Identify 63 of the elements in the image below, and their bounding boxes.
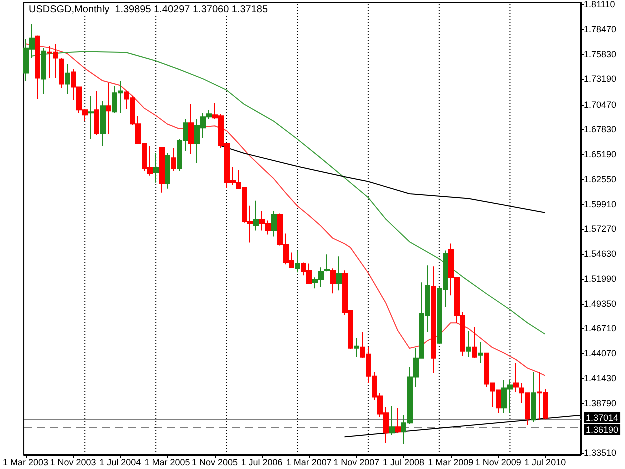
y-tick-label: 1.59910 — [584, 199, 617, 210]
line-series — [31, 51, 546, 335]
candlestick — [271, 210, 277, 238]
y-tick-label: 1.78470 — [584, 24, 617, 34]
candlestick — [59, 58, 64, 89]
y-tick-label: 1.57270 — [584, 224, 617, 234]
y-tick-label: 1.33510 — [584, 448, 617, 458]
chart-title: USDSGD,Monthly 1.39895 1.40297 1.37060 1.37185 — [29, 4, 268, 16]
y-tick-label: 1.81110 — [584, 0, 616, 10]
x-tick-label: 1 Mar 2009 — [428, 458, 474, 468]
candlestick — [35, 35, 40, 100]
candlestick — [330, 268, 336, 294]
y-tick-label: 1.41430 — [584, 373, 617, 384]
y-tick-label: 1.54630 — [584, 249, 617, 260]
candlestick — [531, 372, 536, 423]
x-tick-label: 1 Nov 2007 — [334, 458, 380, 468]
candlestick — [159, 148, 165, 194]
candlestick — [253, 200, 259, 232]
ref-line-label: 1.37014 — [586, 413, 619, 424]
y-tick-label: 1.67830 — [584, 124, 617, 135]
candlestick — [466, 330, 471, 358]
candlestick — [171, 148, 176, 172]
candlestick — [65, 64, 70, 95]
candlestick — [472, 326, 477, 359]
candlestick — [513, 362, 519, 393]
candlestick — [395, 408, 401, 434]
x-tick-label: 1 Jul 2008 — [382, 458, 425, 468]
y-tick-label: 1.70470 — [584, 100, 617, 110]
x-tick-label: 1 Nov 2003 — [50, 458, 96, 468]
candlestick — [106, 82, 111, 135]
x-tick-label: 1 Nov 2005 — [192, 458, 238, 468]
ref-line-label: 1.36190 — [586, 424, 619, 435]
y-tick-label: 1.46710 — [584, 324, 617, 334]
x-tick-label: 1 Jul 2004 — [100, 458, 142, 468]
y-tick-label: 1.65190 — [584, 150, 617, 160]
y-tick-label: 1.51990 — [584, 274, 617, 284]
candlestick — [354, 338, 359, 358]
candlestick — [389, 406, 395, 436]
x-tick-label: 1 Mar 2007 — [286, 458, 332, 468]
candlestick — [94, 90, 99, 136]
x-tick-label: 1 Mar 2005 — [144, 458, 190, 468]
line-series — [25, 44, 546, 376]
x-tick-label: 1 Jul 2010 — [524, 458, 566, 468]
y-tick-label: 1.73190 — [584, 74, 617, 84]
candlestick — [336, 256, 342, 292]
candlestick — [324, 254, 330, 272]
candlestick — [88, 96, 94, 140]
candlestick — [100, 100, 106, 147]
candlestick — [153, 152, 159, 184]
y-tick-label: 1.38790 — [584, 398, 617, 408]
y-tick-label: 1.75830 — [584, 49, 617, 60]
x-tick-label: 1 Mar 2003 — [3, 458, 49, 468]
x-tick-label: 1 Jul 2006 — [241, 458, 283, 468]
candlestick — [165, 152, 170, 190]
y-tick-label: 1.62550 — [584, 174, 617, 184]
candlestick — [295, 250, 300, 274]
x-tick-label: 1 Nov 2009 — [475, 458, 522, 468]
candlestick — [188, 104, 194, 155]
y-tick-label: 1.44070 — [584, 348, 617, 359]
candlestick — [478, 342, 483, 364]
candlestick — [41, 48, 46, 95]
candlestick — [431, 266, 436, 374]
y-tick-label: 1.49350 — [584, 298, 617, 309]
